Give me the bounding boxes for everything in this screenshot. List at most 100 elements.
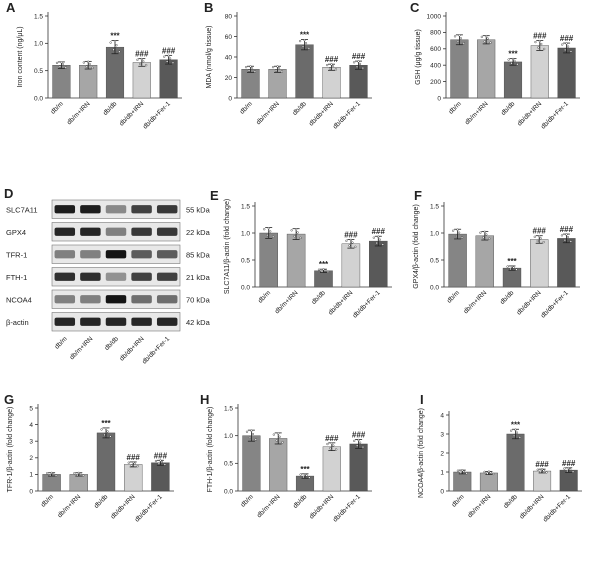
y-tick-label: 1.5: [34, 13, 43, 20]
data-point: [569, 240, 572, 243]
data-point: [335, 448, 338, 451]
y-tick-label: 3: [440, 431, 444, 438]
data-point: [55, 61, 59, 65]
y-tick-label: 800: [430, 30, 441, 37]
data-point: [88, 62, 91, 66]
blot-band: [54, 250, 76, 259]
data-point: [249, 65, 252, 68]
panel-label: D: [4, 186, 13, 201]
blot-band: [156, 295, 178, 304]
data-point: [455, 234, 458, 238]
category-label: db/db: [291, 100, 308, 117]
y-tick-label: 0.0: [430, 284, 439, 291]
data-point: [453, 35, 457, 38]
y-tick-label: 0.5: [241, 257, 250, 264]
blot-band: [54, 272, 76, 281]
data-point: [569, 468, 572, 471]
data-point: [356, 444, 359, 447]
data-point: [295, 228, 298, 231]
bar: [314, 270, 333, 288]
data-point: [302, 475, 305, 479]
data-point: [566, 469, 569, 473]
data-point: [351, 241, 354, 244]
bar: [268, 69, 287, 99]
category-label: db/db+IRN: [308, 100, 335, 127]
data-point: [349, 238, 352, 242]
data-point: [154, 459, 158, 463]
data-point: [171, 61, 175, 64]
data-point: [512, 434, 516, 437]
data-point: [112, 48, 115, 51]
data-point: [507, 58, 510, 61]
data-point: [79, 472, 82, 476]
data-point: [163, 55, 166, 58]
y-tick-label: 4: [29, 422, 33, 429]
lane-label: db/m+IRN: [69, 335, 95, 361]
bar: [349, 443, 368, 492]
data-point: [357, 438, 360, 442]
protein-name: FTH-1: [6, 273, 27, 282]
data-point: [301, 45, 305, 48]
data-point: [509, 267, 512, 271]
category-label: db/m+IRN: [255, 100, 281, 126]
data-point: [485, 34, 488, 38]
category-label: db/m: [240, 493, 255, 508]
data-point: [515, 431, 519, 434]
category-label: db/db+IRN: [327, 289, 354, 316]
category-label: db/db+Fer-1: [540, 289, 570, 319]
y-tick-label: 4: [440, 412, 444, 419]
y-tick-label: 20: [225, 75, 233, 82]
data-point: [571, 470, 575, 473]
data-point: [298, 40, 302, 43]
data-point: [348, 244, 351, 247]
data-point: [482, 236, 485, 239]
data-point: [538, 234, 541, 238]
bar: [241, 69, 260, 99]
bar: [159, 59, 178, 99]
data-point: [272, 433, 275, 436]
data-point: [275, 439, 278, 442]
bar: [124, 464, 143, 492]
panel-label: H: [200, 392, 209, 407]
significance-label: ###: [127, 453, 141, 462]
category-label: db/m: [451, 493, 466, 508]
y-tick-label: 1: [29, 472, 33, 479]
category-label: db/m+IRN: [274, 289, 300, 315]
bar: [503, 61, 523, 99]
panel-label: I: [420, 392, 424, 407]
data-point: [506, 265, 509, 268]
data-point: [456, 469, 460, 472]
data-point: [250, 429, 253, 432]
blot-band: [54, 317, 76, 326]
y-tick-label: 40: [225, 54, 233, 61]
data-point: [334, 68, 338, 71]
blot-band: [131, 250, 152, 259]
data-point: [375, 241, 378, 245]
category-label: db/db: [499, 289, 516, 306]
significance-label: ###: [154, 451, 168, 460]
molecular-weight: 42 kDa: [186, 318, 211, 327]
data-point: [106, 430, 109, 433]
bar: [79, 64, 98, 99]
category-label: db/m: [446, 289, 461, 304]
data-point: [320, 270, 324, 273]
y-tick-label: 2: [440, 450, 444, 457]
bar: [533, 470, 552, 492]
data-point: [104, 427, 108, 430]
y-tick-label: 60: [225, 34, 233, 41]
bar: [506, 433, 525, 492]
data-point: [539, 470, 542, 473]
data-point: [253, 70, 257, 73]
data-point: [459, 37, 462, 40]
data-point: [303, 472, 307, 476]
data-point: [73, 472, 76, 475]
data-point: [483, 470, 486, 473]
bar: [286, 233, 306, 288]
bar: [448, 233, 467, 288]
data-point: [290, 229, 293, 232]
significance-label: ***: [101, 419, 111, 428]
data-point: [248, 436, 252, 439]
data-point: [514, 428, 517, 431]
